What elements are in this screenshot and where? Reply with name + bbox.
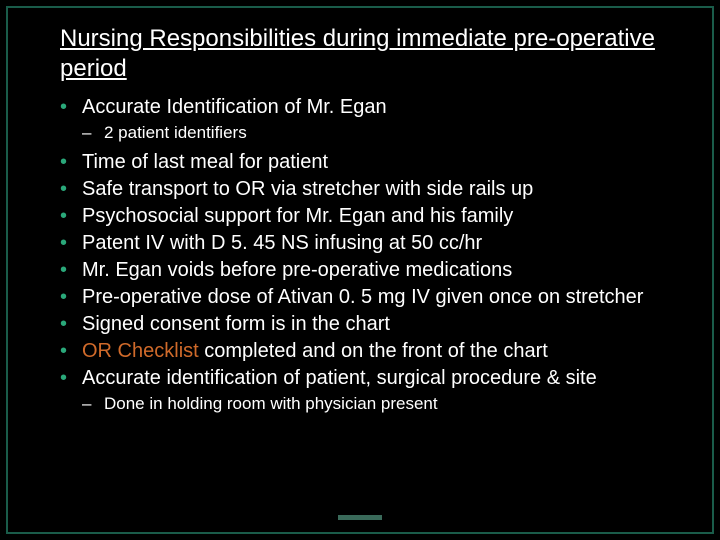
- accent-bar: [338, 515, 382, 520]
- list-item: Accurate Identification of Mr. Egan: [60, 94, 690, 120]
- list-item: Signed consent form is in the chart: [60, 311, 690, 337]
- list-item-text: completed and on the front of the chart: [199, 340, 548, 362]
- slide-content: Nursing Responsibilities during immediat…: [60, 24, 690, 420]
- list-item: Patent IV with D 5. 45 NS infusing at 50…: [60, 230, 690, 256]
- list-item: Mr. Egan voids before pre-operative medi…: [60, 257, 690, 283]
- list-item: Time of last meal for patient: [60, 149, 690, 175]
- sub-list-item: 2 patient identifiers: [60, 122, 690, 145]
- list-item: Pre-operative dose of Ativan 0. 5 mg IV …: [60, 284, 690, 310]
- list-item: OR Checklist completed and on the front …: [60, 338, 690, 364]
- sub-list-item: Done in holding room with physician pres…: [60, 393, 690, 416]
- list-item: Safe transport to OR via stretcher with …: [60, 176, 690, 202]
- list-item: Psychosocial support for Mr. Egan and hi…: [60, 203, 690, 229]
- slide-title: Nursing Responsibilities during immediat…: [60, 24, 690, 84]
- highlight-text: OR Checklist: [82, 340, 199, 362]
- bullet-list: Accurate Identification of Mr. Egan 2 pa…: [60, 94, 690, 416]
- list-item: Accurate identification of patient, surg…: [60, 365, 690, 391]
- sub-list: Done in holding room with physician pres…: [60, 393, 690, 416]
- sub-list: 2 patient identifiers: [60, 122, 690, 145]
